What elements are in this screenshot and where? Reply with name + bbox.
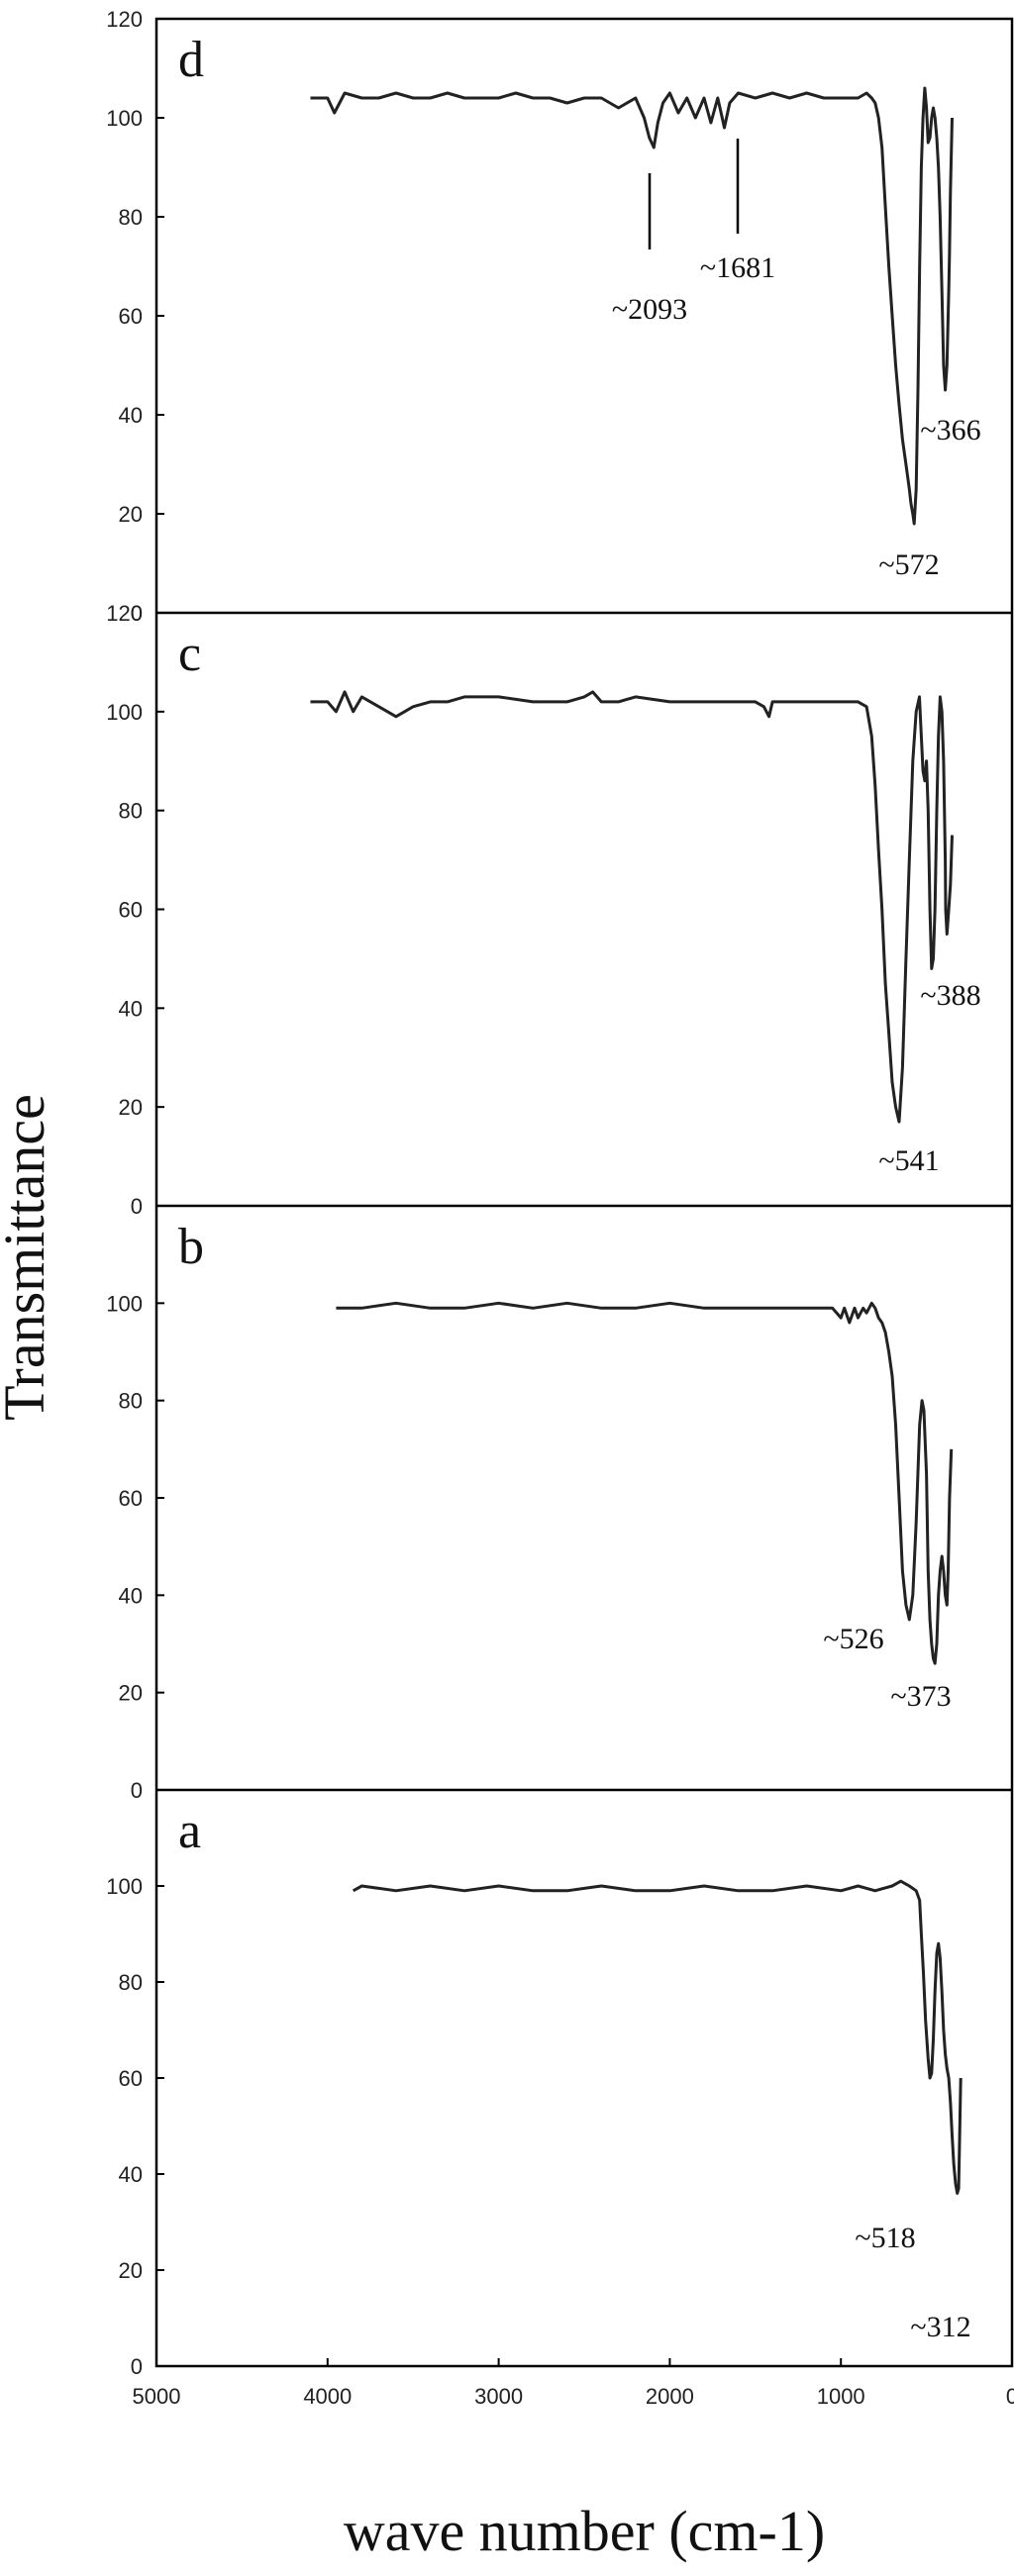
x-tick-label: 3000 [474, 2384, 523, 2409]
peak-annotation: ~312 [910, 2311, 970, 2343]
y-tick-label: 40 [119, 403, 143, 428]
y-tick-label: 80 [119, 205, 143, 230]
panel-label-d: d [178, 32, 204, 88]
y-tick-label: 80 [119, 1389, 143, 1414]
y-tick-label: 120 [106, 601, 143, 626]
x-tick-label: 1000 [817, 2384, 865, 2409]
peak-annotation: ~373 [890, 1680, 951, 1713]
peak-annotation: ~572 [878, 548, 939, 581]
plot-frame [154, 17, 1014, 2368]
y-tick-label: 100 [106, 1874, 143, 1899]
panel-label-b: b [178, 1219, 204, 1275]
peak-annotation: ~541 [878, 1144, 939, 1177]
y-tick-label: 100 [106, 1291, 143, 1316]
y-tick-label: 60 [119, 2066, 143, 2091]
spectrum-line-d [310, 86, 954, 526]
x-tick-label: 2000 [646, 2384, 694, 2409]
peak-annotation: ~388 [920, 979, 980, 1012]
y-tick-label: 0 [131, 1778, 143, 1803]
peak-annotation: ~2093 [612, 293, 687, 326]
plot-area: 0 20 40 60 80 100 120 d ~2093 ~1681 ~366 ~572 0 20 40 6… [106, 7, 1014, 2409]
y-tick-label: 20 [119, 1681, 143, 1706]
y-axis-title: Transmittance [0, 1094, 56, 1421]
x-tick-label: 0 [1006, 2384, 1014, 2409]
panel-label-c: c [178, 626, 201, 682]
y-tick-label: 60 [119, 898, 143, 923]
y-tick-label: 40 [119, 996, 143, 1021]
y-tick-label: 120 [106, 7, 143, 32]
y-tick-label: 40 [119, 2162, 143, 2187]
y-tick-label: 0 [131, 601, 143, 626]
y-tick-label: 20 [119, 502, 143, 527]
x-tick-label: 5000 [133, 2384, 181, 2409]
spectrum-line-a [352, 1879, 963, 2195]
y-tick-label: 100 [106, 106, 143, 131]
peak-annotation: ~366 [920, 414, 980, 446]
peak-annotation: ~1681 [700, 251, 775, 284]
y-tick-label: 0 [131, 2354, 143, 2379]
y-tick-label: 60 [119, 304, 143, 329]
y-tick-label: 20 [119, 2258, 143, 2283]
y-tick-label: 40 [119, 1583, 143, 1608]
spectrum-line-c [310, 690, 954, 1124]
x-axis-title: wave number (cm-1) [344, 2499, 825, 2563]
y-tick-label: 100 [106, 700, 143, 725]
panel-label-a: a [178, 1803, 201, 1859]
y-tick-label: 0 [131, 1194, 143, 1219]
peak-annotation: ~518 [855, 2222, 915, 2254]
spectrum-line-b [336, 1301, 954, 1665]
x-tick-label: 4000 [303, 2384, 352, 2409]
y-tick-label: 80 [119, 1970, 143, 1995]
peak-annotation: ~526 [823, 1623, 883, 1655]
y-tick-label: 80 [119, 799, 143, 824]
y-tick-label: 60 [119, 1486, 143, 1511]
y-tick-label: 20 [119, 1095, 143, 1120]
